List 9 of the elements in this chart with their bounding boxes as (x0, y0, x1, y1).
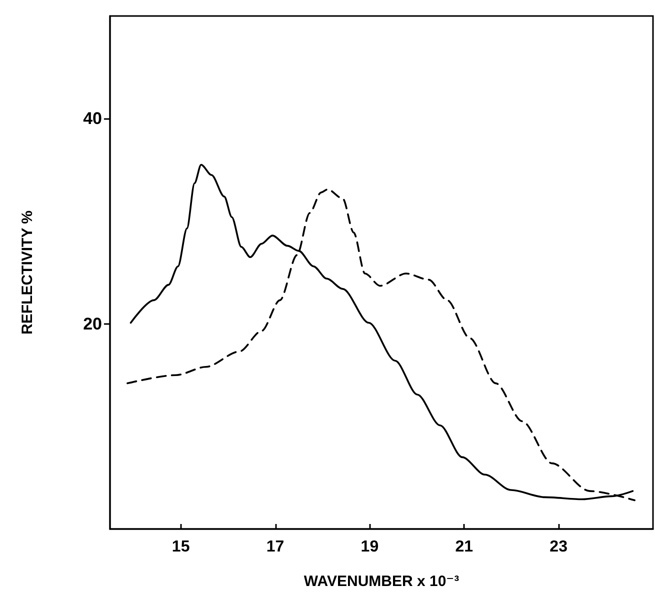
y-tick-label: 40 (83, 109, 102, 128)
y-axis-title: REFLECTIVITY % (19, 210, 36, 334)
y-tick-label: 20 (83, 314, 102, 334)
x-tick-label: 23 (550, 538, 568, 556)
x-tick-label: 19 (360, 538, 379, 556)
x-tick-label: 21 (455, 538, 474, 556)
x-tick-label: 15 (172, 538, 190, 556)
x-axis-title: WAVENUMBER x 10⁻³ (304, 573, 460, 590)
x-tick-label: 17 (266, 538, 284, 556)
